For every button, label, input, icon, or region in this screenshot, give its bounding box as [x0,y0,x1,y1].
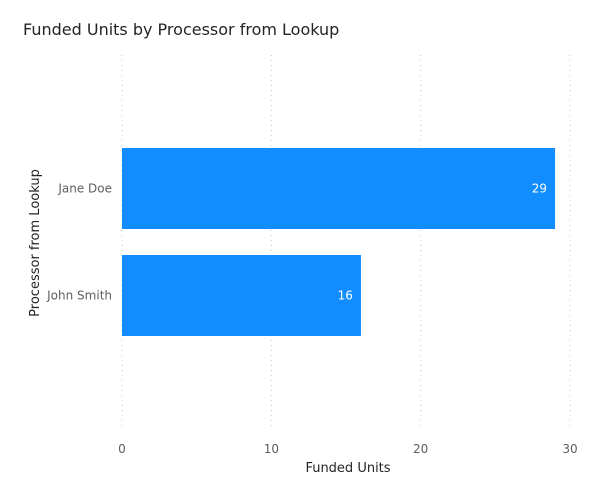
gridlines [121,55,571,430]
data-label-0: 29 [532,182,547,196]
data-labels: 29 16 [338,182,547,303]
x-tick-label-3: 30 [562,442,577,456]
x-tick-label-1: 10 [264,442,279,456]
bars[interactable] [122,148,556,336]
x-axis-ticks: 0 10 20 30 [118,442,577,456]
x-tick-label-0: 0 [118,442,126,456]
data-label-1: 16 [338,289,353,303]
x-tick-label-2: 20 [413,442,428,456]
chart-title: Funded Units by Processor from Lookup [23,20,339,39]
y-axis-title: Processor from Lookup [28,169,43,317]
category-label-1: John Smith [46,289,112,303]
category-labels: Jane Doe John Smith [46,182,112,303]
x-axis-title: Funded Units [305,461,390,476]
category-label-0: Jane Doe [57,182,112,196]
bar-0[interactable] [122,148,556,229]
bar-1[interactable] [122,255,361,336]
